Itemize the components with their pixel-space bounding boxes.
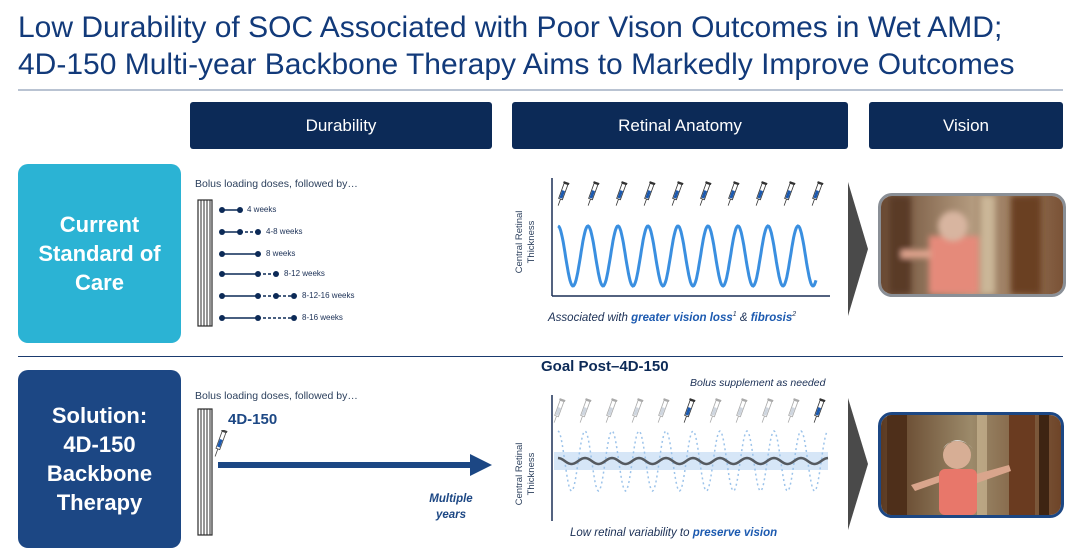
schedule-label: 8 weeks — [266, 249, 296, 258]
syringe-icon — [671, 181, 684, 206]
row-label-line: Care — [75, 270, 124, 295]
syringe-icon — [587, 181, 600, 206]
y-axis-label-line: Thickness — [526, 452, 537, 496]
syringe-icon — [643, 181, 656, 206]
vision-photo-solution — [878, 412, 1064, 518]
row-label-current-soc: Current Standard of Care — [18, 164, 181, 343]
schedule-label: 8-16 weeks — [302, 313, 343, 322]
schedule-label: 8-12 weeks — [284, 269, 325, 278]
row-label-line: Standard of — [38, 241, 161, 266]
syringe-icon — [615, 181, 628, 206]
vision-photo-current — [878, 193, 1066, 297]
caption-current: Associated with greater vision loss1 & f… — [548, 311, 797, 324]
y-axis-label-line: Central Retinal — [514, 210, 525, 274]
row-label-line: Backbone — [46, 461, 153, 486]
syringe-icon — [657, 398, 670, 423]
syringe-icon — [699, 181, 712, 206]
schedule-label: 4 weeks — [247, 205, 277, 214]
goal-post-heading: Goal Post–4D-150 — [541, 358, 669, 375]
forest-scene-clear — [881, 415, 1061, 515]
syringe-icon — [557, 181, 570, 206]
schedule-label: 8-12-16 weeks — [302, 291, 355, 300]
forest-scene-blurred — [881, 196, 1063, 294]
row-divider — [18, 356, 1063, 357]
bolus-text-current: Bolus loading doses, followed by… — [195, 178, 358, 190]
caption-solution: Low retinal variability to preserve visi… — [570, 527, 778, 539]
column-header-retinal-anatomy: Retinal Anatomy — [512, 102, 848, 149]
syringe-icon — [761, 398, 774, 423]
bolus-text-solution: Bolus loading doses, followed by… — [195, 390, 358, 402]
syringe-icon — [755, 181, 768, 206]
row-label-solution: Solution: 4D-150 Backbone Therapy — [18, 370, 181, 548]
retinal-thickness-wave-current — [551, 178, 830, 297]
vial-stack-icon — [197, 199, 213, 327]
syringe-icon — [813, 398, 826, 423]
retinal-thickness-wave-solution — [551, 395, 829, 521]
vial-stack-icon — [197, 408, 213, 536]
chevron-right-icon — [848, 182, 868, 316]
bolus-supplement-note: Bolus supplement as needed — [690, 377, 826, 389]
syringe-icon — [553, 398, 566, 423]
syringe-icon — [735, 398, 748, 423]
row-label-line: 4D-150 — [63, 432, 136, 457]
syringe-icon — [683, 398, 696, 423]
dosing-schedule-graphic — [219, 207, 297, 321]
title-rule — [18, 89, 1063, 91]
chevron-right-icon — [848, 398, 868, 530]
arrow-caption: Multiple years — [429, 493, 473, 521]
row-label-line: Current — [59, 212, 140, 237]
title-line-1: Low Durability of SOC Associated with Po… — [18, 11, 1003, 44]
syringe-icon — [811, 181, 824, 206]
syringe-icon — [727, 181, 740, 206]
drug-label-4d150: 4D-150 — [228, 411, 278, 428]
syringe-icon — [783, 181, 796, 206]
title-line-2: 4D-150 Multi-year Backbone Therapy Aims … — [18, 48, 1015, 81]
syringe-icon — [214, 430, 228, 457]
row-label-line: Solution: — [51, 403, 148, 428]
syringe-icon — [605, 398, 618, 423]
y-axis-label-line: Central Retinal — [514, 442, 525, 506]
syringe-icon — [787, 398, 800, 423]
syringe-icon — [709, 398, 722, 423]
row-label-line: Therapy — [56, 490, 143, 515]
syringe-icon — [579, 398, 592, 423]
backbone-arrow-graphic — [214, 430, 492, 476]
syringe-icon — [631, 398, 644, 423]
schedule-label: 4-8 weeks — [266, 227, 303, 236]
column-header-durability: Durability — [190, 102, 492, 149]
column-header-vision: Vision — [869, 102, 1063, 149]
y-axis-label-line: Thickness — [526, 220, 537, 264]
